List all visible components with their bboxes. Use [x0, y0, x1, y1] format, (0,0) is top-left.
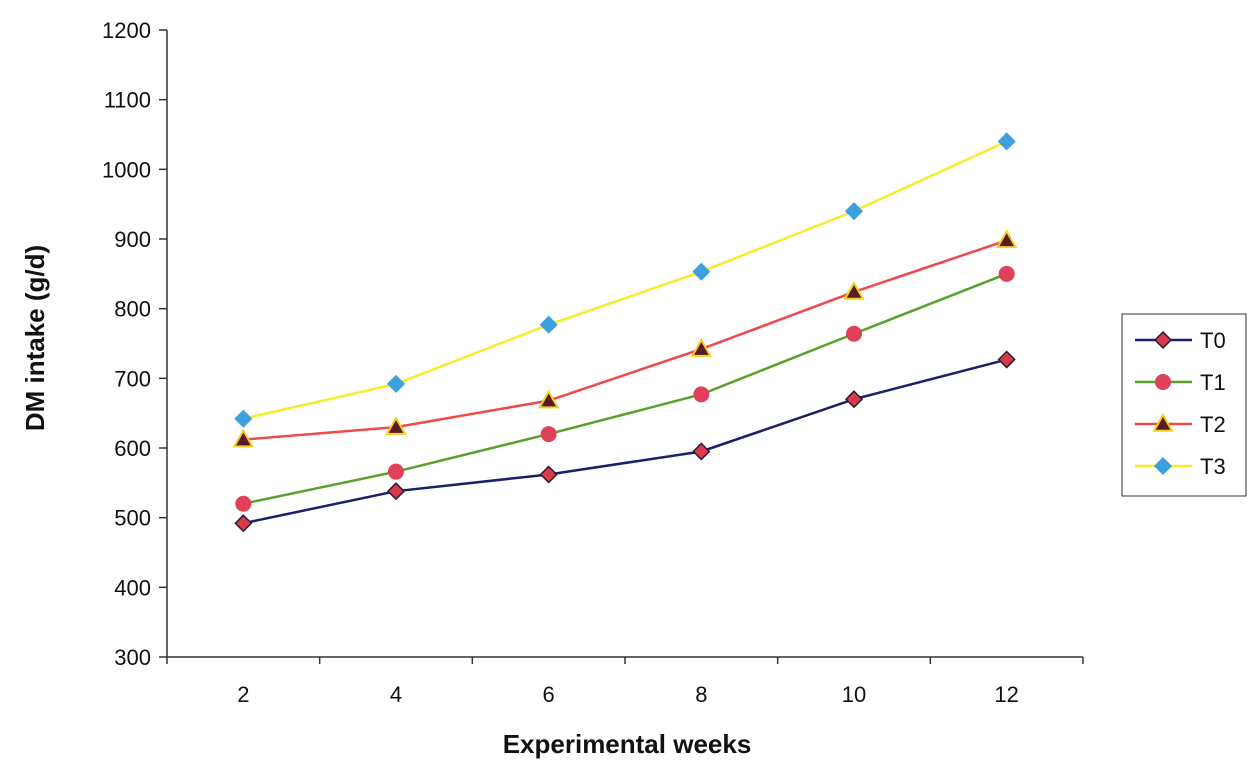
legend-label-t0: T0 [1200, 328, 1226, 353]
x-tick-label: 10 [842, 682, 866, 707]
x-axis-title: Experimental weeks [503, 729, 752, 759]
series-line-t0 [243, 358, 1007, 525]
y-tick-label: 1200 [102, 18, 151, 43]
legend-label-t1: T1 [1200, 370, 1226, 395]
y-tick-label: 400 [114, 575, 151, 600]
data-point-t0-8 [692, 442, 711, 461]
y-tick-label: 800 [114, 297, 151, 322]
x-axis: 2 4 6 8 10 12 [166, 656, 1084, 707]
data-point-t3-12 [997, 132, 1016, 151]
legend: T0 T1 T2 T3 [1121, 313, 1247, 497]
x-tick-label: 8 [695, 682, 707, 707]
data-point-t2-2 [232, 428, 255, 448]
x-tick-label: 12 [994, 682, 1018, 707]
x-tick-label: 2 [237, 682, 249, 707]
legend-marker-t2 [1152, 412, 1174, 432]
legend-item-t3: T3 [1135, 454, 1226, 479]
data-point-t1-8 [693, 386, 710, 403]
data-point-t0-6 [539, 465, 558, 484]
series-t3 [234, 132, 1016, 428]
legend-marker-t3 [1153, 456, 1173, 476]
y-axis: 300 400 500 600 700 800 900 1000 1100 1200 [102, 18, 168, 670]
data-point-t3-4 [386, 374, 406, 393]
y-axis-title: DM intake (g/d) [20, 245, 50, 431]
data-point-t2-4 [385, 416, 407, 435]
y-tick-label: 1100 [104, 88, 151, 113]
series-t1 [235, 265, 1015, 512]
data-point-t1-2 [235, 495, 252, 512]
data-point-t3-6 [539, 315, 558, 334]
data-point-t1-6 [540, 426, 557, 443]
data-point-t3-10 [844, 202, 864, 221]
y-tick-label: 300 [114, 645, 151, 670]
x-tick-label: 4 [390, 682, 402, 707]
legend-item-t2: T2 [1135, 412, 1226, 437]
data-point-t2-10 [843, 280, 865, 300]
data-point-t0-2 [234, 514, 253, 533]
data-point-t1-10 [846, 325, 862, 342]
legend-item-t1: T1 [1135, 370, 1226, 395]
series-t0 [234, 350, 1016, 533]
data-point-t0-12 [997, 350, 1016, 369]
series-line-t2 [243, 239, 1008, 441]
series-line-t1 [243, 272, 1008, 505]
series-t2 [232, 229, 1018, 448]
y-tick-label: 500 [114, 506, 151, 531]
data-point-t3-2 [234, 409, 253, 428]
legend-item-t0: T0 [1135, 328, 1226, 353]
legend-box [1121, 313, 1247, 497]
data-point-t0-10 [844, 390, 864, 409]
y-tick-label: 600 [114, 436, 151, 461]
legend-label-t3: T3 [1200, 454, 1226, 479]
legend-marker-t0 [1153, 330, 1173, 350]
series-line-t3 [243, 140, 1008, 420]
data-point-t0-4 [386, 482, 406, 501]
x-tick-label: 6 [543, 682, 555, 707]
y-tick-label: 700 [114, 366, 151, 391]
data-point-t1-4 [388, 463, 404, 480]
y-tick-label: 1000 [102, 157, 151, 182]
data-point-t2-12 [995, 229, 1018, 249]
data-point-t2-6 [537, 389, 560, 409]
legend-marker-t1 [1155, 374, 1171, 390]
y-tick-label: 900 [114, 227, 151, 252]
legend-label-t2: T2 [1200, 412, 1226, 437]
data-point-t2-8 [690, 338, 713, 357]
data-point-t1-12 [998, 265, 1015, 282]
series-layer [232, 132, 1018, 533]
data-point-t3-8 [692, 262, 711, 281]
